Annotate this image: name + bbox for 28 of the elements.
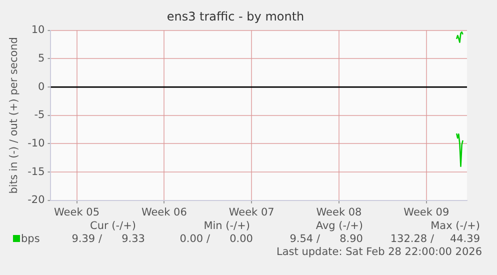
text: 0.00 / [180,233,210,245]
y-tick-label: 0 [38,80,45,93]
x-tick-label: Week 08 [316,206,362,218]
x-tick-label: Week 07 [228,206,274,218]
text: 44.39 [450,233,480,245]
text: 0.00 [230,233,253,245]
text: Avg (-/+) [316,220,363,232]
text: Min (-/+) [204,220,250,232]
y-tick-label: -15 [28,166,45,178]
y-tick-label: -20 [28,194,45,206]
text: Max (-/+) [430,220,480,232]
text: Last update: Sat Feb 28 22:00:00 2026 [276,246,482,258]
text: 9.33 [122,233,145,245]
x-tick-label: Week 09 [404,206,450,218]
chart-title: ens3 traffic - by month [166,9,304,24]
y-tick-label: 10 [31,24,45,36]
text: 132.28 / [390,233,434,245]
text: 9.54 / [290,233,320,245]
text: 8.90 [340,233,363,245]
x-tick-label: Week 05 [54,206,100,218]
legend-label: bps [20,233,40,245]
y-tick-label: 5 [38,52,45,64]
text: Cur (-/+) [90,220,136,232]
y-axis-title: bits in (-) / out (+) per second [8,37,20,194]
y-tick-label: -10 [28,137,45,150]
x-tick-label: Week 06 [141,206,188,218]
y-tick-label: -5 [34,109,45,122]
text: 9.39 / [72,233,102,245]
